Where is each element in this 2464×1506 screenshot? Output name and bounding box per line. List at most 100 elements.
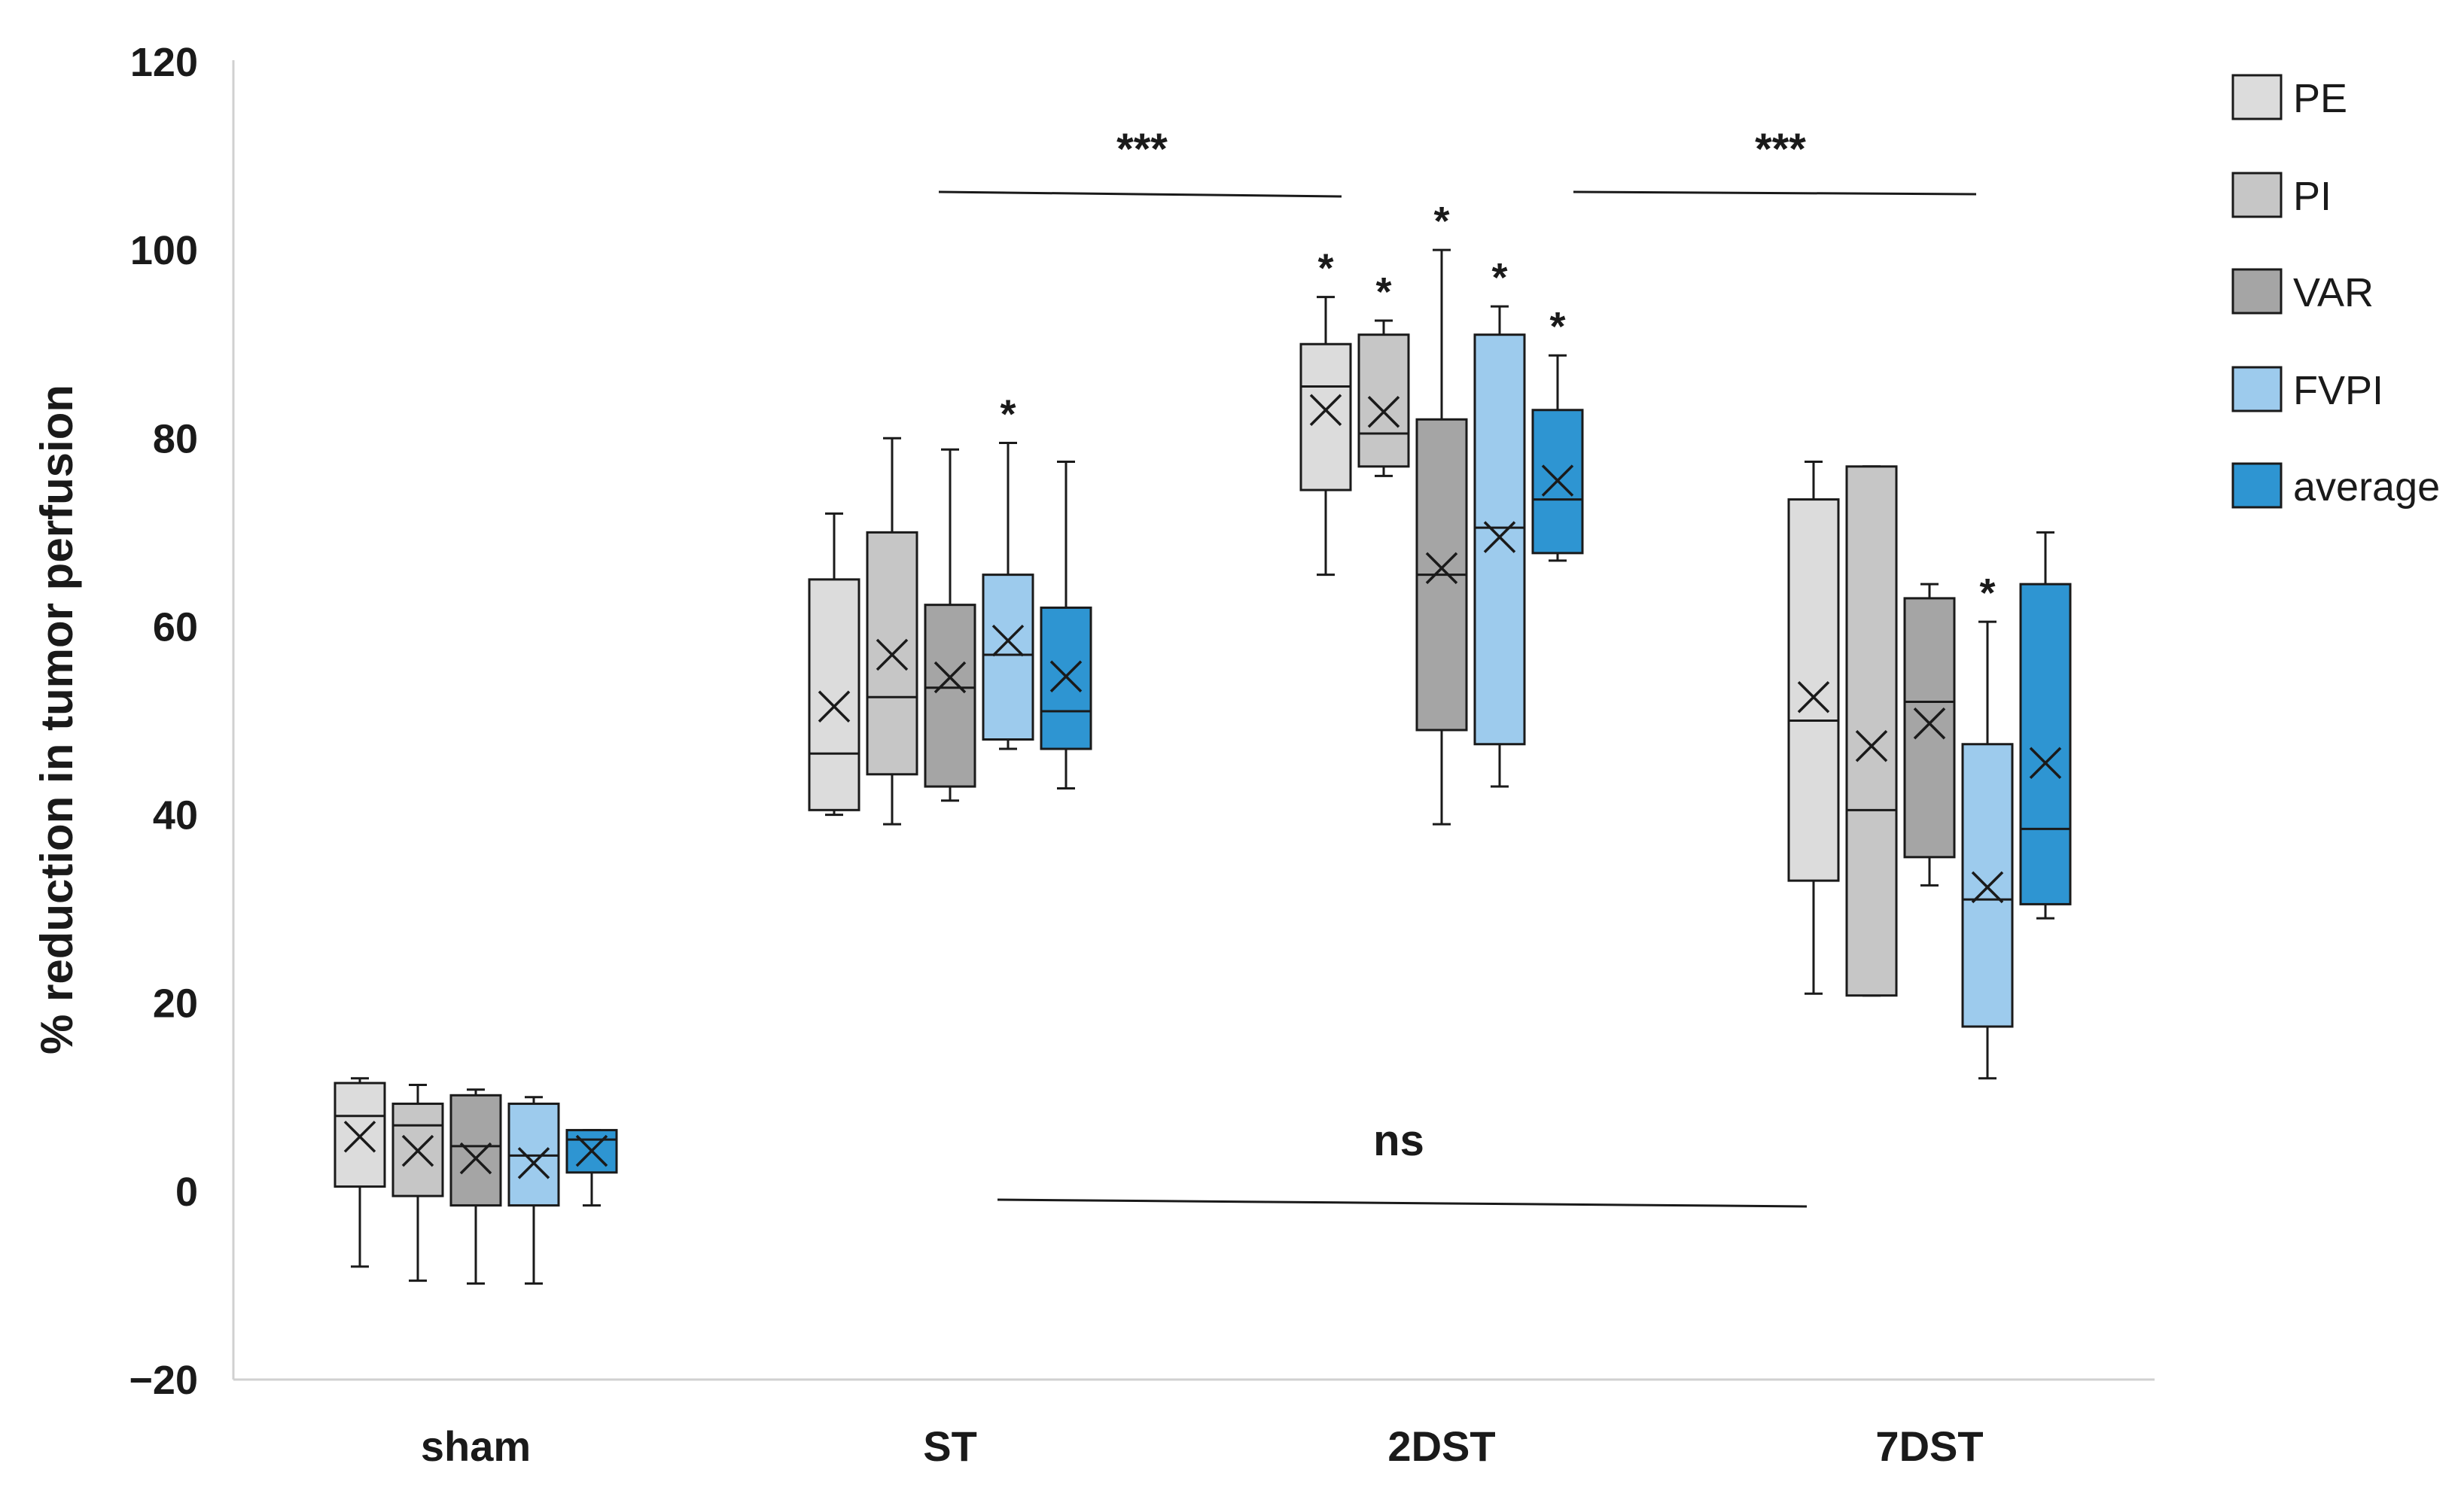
significance-star: *: [1549, 304, 1565, 349]
box-iqr: [2019, 583, 2072, 905]
legend-item: VAR: [2231, 268, 2374, 315]
mean-marker: [459, 1142, 492, 1175]
mean-marker: [1855, 730, 1888, 762]
box-average-7DST: [2019, 531, 2072, 920]
y-tick-label: 100: [130, 228, 198, 273]
box-PI-ST: [866, 437, 918, 826]
y-tick-label: 20: [153, 981, 198, 1027]
box-FVPI-sham: [507, 1096, 560, 1285]
mean-marker: [934, 661, 967, 694]
box-iqr: [449, 1094, 502, 1207]
mean-marker: [991, 624, 1025, 657]
significance-stars: * * * * * * *: [1000, 199, 1995, 616]
box-average-sham: [565, 1129, 618, 1207]
mean-marker: [1425, 552, 1458, 585]
y-tick-labels: −20 0 20 40 60 80 100 120: [129, 40, 198, 1403]
box-iqr: [1299, 342, 1352, 491]
y-axis-title: % reduction in tumor perfusion: [32, 385, 82, 1054]
box-iqr: [1357, 333, 1410, 468]
box-average-2DST: [1531, 354, 1584, 562]
mean-marker: [1913, 707, 1946, 740]
mean-marker: [1541, 464, 1574, 497]
box-iqr: [1787, 498, 1840, 882]
significance-star: *: [1433, 199, 1449, 244]
comparison-annotations: *** ***ns: [938, 125, 1977, 1208]
mean-marker: [1797, 680, 1830, 713]
box-VAR-2DST: [1415, 248, 1468, 826]
box-PI-2DST: [1357, 319, 1410, 477]
box-PE-sham: [334, 1077, 386, 1268]
significance-star: *: [1375, 269, 1391, 315]
significance-star: *: [1979, 570, 1995, 616]
legend-swatch: [2231, 172, 2283, 218]
comparison-label: ***: [1755, 125, 1806, 174]
box-PE-2DST: [1299, 296, 1352, 577]
mean-marker: [343, 1121, 376, 1153]
comparison-label: ns: [1373, 1116, 1424, 1165]
x-tick-label: sham: [421, 1422, 531, 1470]
mean-marker: [1367, 396, 1400, 428]
boxes: [334, 248, 2072, 1285]
box-iqr: [1961, 743, 2014, 1028]
x-tick-label: 7DST: [1875, 1422, 1983, 1470]
box-iqr: [808, 578, 860, 811]
significance-star: *: [1000, 392, 1016, 437]
y-tick-label: 40: [153, 793, 198, 838]
legend-item: average: [2231, 462, 2440, 510]
legend-swatch: [2231, 268, 2283, 315]
comparison-line: [997, 1198, 1808, 1208]
legend-swatch: [2231, 462, 2283, 509]
mean-marker: [818, 690, 851, 723]
mean-marker: [1483, 521, 1516, 553]
x-tick-labels: sham ST 2DST 7DST: [421, 1422, 1984, 1470]
legend-label: FVPI: [2293, 368, 2383, 413]
legend: PE PI VAR FVPI average: [2231, 74, 2440, 510]
mean-marker: [2029, 747, 2062, 780]
box-iqr: [1040, 606, 1092, 750]
box-iqr: [924, 604, 976, 788]
box-FVPI-7DST: [1961, 620, 2014, 1080]
mean-marker: [517, 1147, 550, 1179]
box-PE-ST: [808, 512, 860, 817]
legend-label: PE: [2293, 76, 2347, 121]
mean-marker: [1049, 660, 1083, 692]
mean-marker: [401, 1134, 434, 1167]
mean-marker: [876, 638, 909, 671]
comparison-line: [1573, 190, 1977, 196]
legend-item: FVPI: [2231, 366, 2383, 413]
box-FVPI-ST: [982, 442, 1034, 750]
box-PE-7DST: [1787, 461, 1840, 995]
box-iqr: [1473, 333, 1526, 746]
mean-marker: [1309, 394, 1342, 427]
box-PI-7DST: [1845, 465, 1898, 997]
legend-item: PE: [2231, 74, 2347, 121]
y-tick-label: 60: [153, 604, 198, 650]
y-tick-label: 80: [153, 416, 198, 461]
legend-label: PI: [2293, 174, 2332, 219]
x-tick-label: 2DST: [1387, 1422, 1495, 1470]
box-FVPI-2DST: [1473, 305, 1526, 788]
legend-item: PI: [2231, 172, 2332, 219]
mean-marker: [1971, 871, 2004, 904]
x-tick-label: ST: [923, 1422, 977, 1470]
legend-swatch: [2231, 74, 2283, 120]
significance-star: *: [1317, 246, 1333, 291]
legend-label: average: [2293, 464, 2440, 510]
box-PI-sham: [391, 1084, 444, 1282]
legend-swatch: [2231, 366, 2283, 412]
comparison-label: ***: [1116, 125, 1168, 174]
box-iqr: [334, 1082, 386, 1188]
comparison-line: [938, 190, 1342, 198]
y-tick-label: 120: [130, 40, 198, 85]
legend-label: VAR: [2293, 270, 2374, 315]
mean-marker: [575, 1134, 608, 1167]
significance-star: *: [1491, 255, 1507, 300]
box-iqr: [1845, 465, 1898, 997]
box-iqr: [982, 573, 1034, 741]
box-average-ST: [1040, 461, 1092, 790]
box-iqr: [1903, 597, 1956, 859]
box-VAR-sham: [449, 1088, 502, 1285]
box-VAR-ST: [924, 448, 976, 802]
box-VAR-7DST: [1903, 583, 1956, 887]
